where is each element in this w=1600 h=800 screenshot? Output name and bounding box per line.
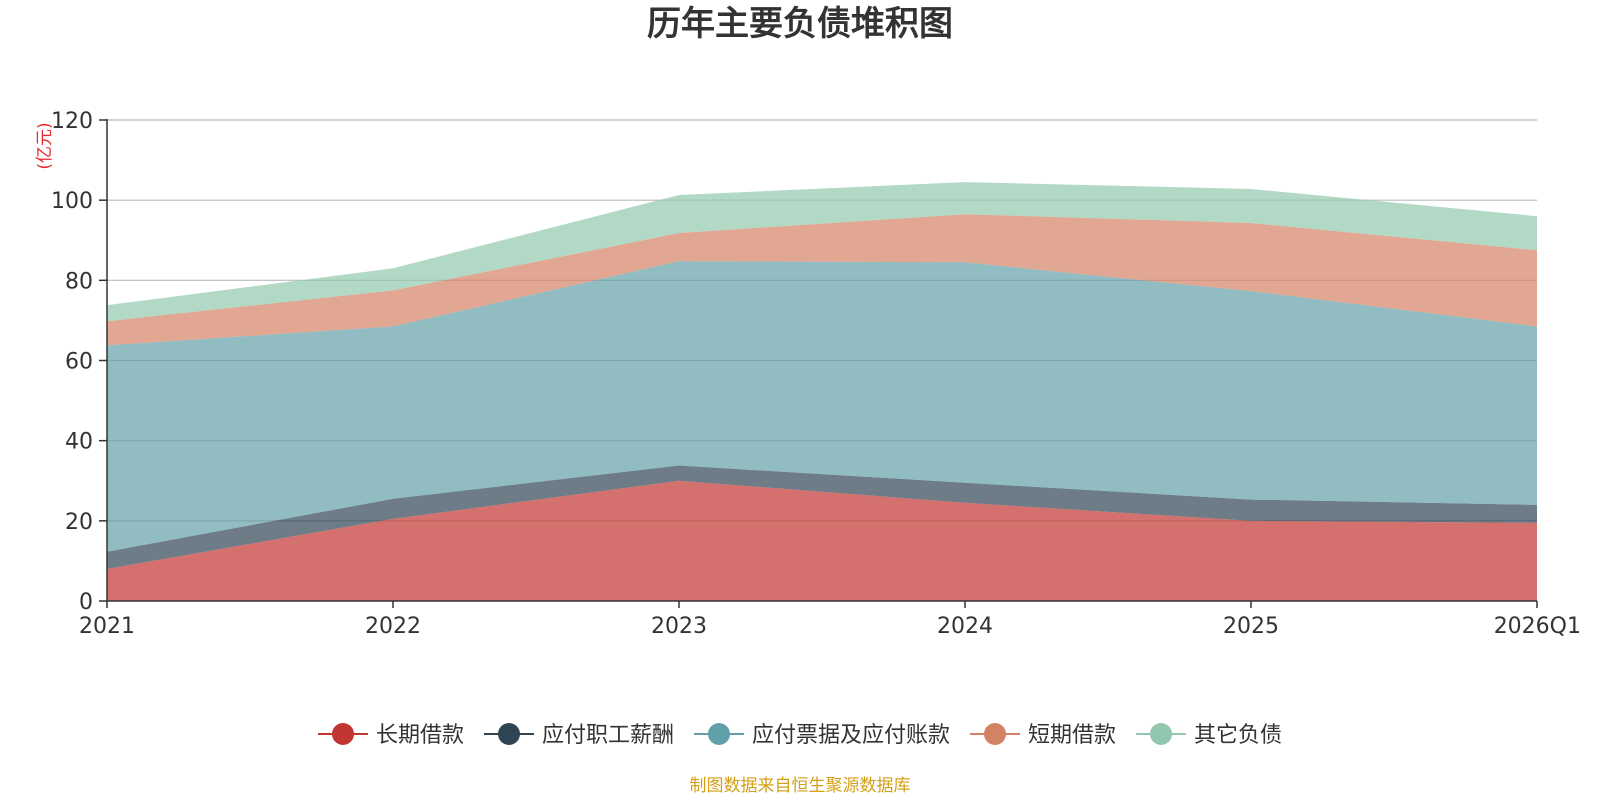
legend-label: 短期借款: [1028, 723, 1116, 748]
legend-label: 其它负债: [1194, 723, 1282, 748]
plot-areas: [107, 182, 1537, 601]
legend-marker-icon: [1150, 723, 1172, 745]
legend-item[interactable]: 长期借款: [318, 723, 464, 748]
legend-item[interactable]: 短期借款: [970, 723, 1116, 748]
x-tick-label: 2023: [651, 614, 707, 639]
y-tick-label: 100: [51, 189, 93, 214]
y-tick-label: 0: [79, 590, 93, 615]
y-axis-ticks: 0 20 40 60 80 100 120: [51, 109, 107, 615]
y-axis-unit: (亿元): [35, 122, 55, 169]
x-tick-label: 2022: [365, 614, 421, 639]
y-tick-label: 40: [65, 430, 93, 455]
area-series: [107, 465, 1537, 569]
source-note: 制图数据来自恒生聚源数据库: [690, 776, 911, 796]
y-tick-label: 20: [65, 510, 93, 535]
legend-item[interactable]: 其它负债: [1136, 723, 1282, 748]
legend-label: 应付职工薪酬: [542, 723, 674, 748]
y-tick-label: 80: [65, 269, 93, 294]
x-axis-ticks: 2021 2022 2023 2024 2025 2026Q1: [79, 601, 1581, 639]
y-tick-label: 120: [51, 109, 93, 134]
legend-item[interactable]: 应付票据及应付账款: [694, 723, 950, 748]
legend-marker-icon: [984, 723, 1006, 745]
x-tick-label: 2025: [1223, 614, 1279, 639]
y-tick-label: 60: [65, 350, 93, 375]
chart-title: 历年主要负债堆积图: [647, 4, 953, 44]
legend-item[interactable]: 应付职工薪酬: [484, 723, 674, 748]
area-series: [107, 214, 1537, 346]
legend-marker-icon: [498, 723, 520, 745]
legend-label: 长期借款: [376, 723, 464, 748]
legend[interactable]: 长期借款 应付职工薪酬 应付票据及应付账款 短期借款 其它负债: [318, 723, 1282, 748]
area-series: [107, 182, 1537, 322]
legend-label: 应付票据及应付账款: [752, 723, 950, 748]
x-tick-label: 2021: [79, 614, 135, 639]
x-tick-label: 2026Q1: [1494, 614, 1581, 639]
legend-marker-icon: [708, 723, 730, 745]
x-tick-label: 2024: [937, 614, 993, 639]
area-series: [107, 261, 1537, 552]
area-series: [107, 480, 1537, 601]
legend-marker-icon: [332, 723, 354, 745]
